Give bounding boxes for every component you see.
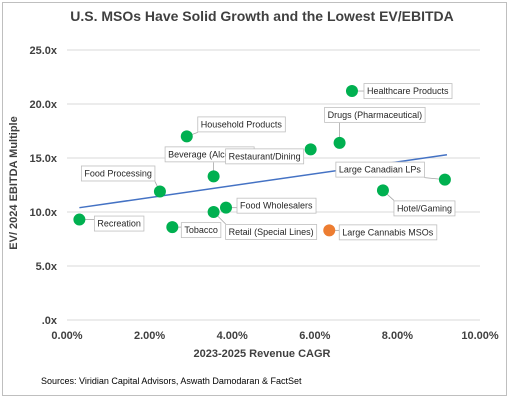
x-tick-label: 6.00% — [299, 330, 330, 342]
y-tick-label: 15.0x — [29, 153, 57, 165]
point-label: Healthcare Products — [367, 86, 449, 96]
y-axis-title: EV/ 2024 EBITDA Multiple — [8, 116, 20, 249]
source-note: Sources: Viridian Capital Advisors, Aswa… — [41, 376, 302, 386]
label-box — [393, 200, 456, 217]
label-box — [324, 106, 426, 123]
point-food-processing — [153, 185, 166, 198]
label-box — [338, 224, 438, 241]
point-large-cannabis-msos — [323, 224, 336, 237]
label-restaurant-dining: Restaurant/Dining — [225, 148, 305, 165]
label-tobacco: Tobacco — [180, 222, 222, 239]
label-recreation: Recreation — [93, 215, 145, 232]
gridlines — [67, 49, 480, 321]
point-label: Hotel/Gaming — [397, 203, 452, 213]
x-tick-label: 8.00% — [382, 330, 413, 342]
label-box — [93, 215, 145, 232]
point-label: Recreation — [97, 219, 141, 229]
y-tick-label: 20.0x — [29, 99, 57, 111]
label-box — [236, 197, 317, 214]
point-label: Tobacco — [184, 225, 218, 235]
label-household-products: Household Products — [197, 116, 286, 133]
label-food-processing: Food Processing — [80, 165, 156, 182]
point-tobacco — [166, 221, 179, 234]
point-restaurant-dining — [304, 143, 317, 156]
data-points — [73, 85, 451, 237]
label-large-canadian-lps: Large Canadian LPs — [335, 161, 425, 178]
point-recreation — [73, 213, 86, 226]
label-drugs-pharmaceutical: Drugs (Pharmaceutical) — [324, 106, 426, 123]
label-box — [335, 161, 425, 178]
x-tick-label: 4.00% — [217, 330, 248, 342]
point-label: Restaurant/Dining — [229, 151, 301, 161]
point-label: Large Cannabis MSOs — [342, 227, 434, 237]
label-box — [363, 83, 453, 99]
x-axis-title: 2023-2025 Revenue CAGR — [194, 348, 331, 360]
data-labels: Recreation Food Processing Tobacco Househol… — [80, 83, 456, 241]
label-retail-special-lines: Retail (Special Lines) — [225, 224, 318, 240]
x-tick-label: 10.00% — [461, 330, 499, 342]
x-tick-label: 0.00% — [51, 330, 82, 342]
label-box — [197, 116, 286, 133]
point-hotel-gaming — [376, 184, 389, 197]
label-box — [225, 148, 305, 165]
x-axis-ticks: 0.00% 2.00% 4.00% 6.00% 8.00% 10.00% — [51, 330, 498, 342]
label-hotel-gaming: Hotel/Gaming — [393, 200, 456, 217]
label-healthcare-products: Healthcare Products — [363, 83, 453, 99]
point-retail-special-lines — [207, 206, 220, 218]
point-label: Beverage (Alcoholic) — [168, 149, 251, 159]
point-healthcare-products — [345, 85, 358, 98]
label-box — [225, 224, 318, 240]
point-label: Retail (Special Lines) — [229, 227, 314, 237]
point-food-wholesalers — [220, 201, 233, 214]
point-drugs-pharmaceutical — [333, 136, 346, 149]
label-food-wholesalers: Food Wholesalers — [236, 197, 317, 214]
point-beverage-alcoholic — [207, 170, 220, 183]
y-tick-label: 5.0x — [36, 261, 58, 273]
label-box — [80, 165, 156, 182]
point-household-products — [180, 130, 193, 143]
point-label: Food Processing — [84, 168, 152, 178]
x-tick-label: 2.00% — [134, 330, 165, 342]
chart-title: U.S. MSOs Have Solid Growth and the Lowe… — [70, 8, 454, 24]
y-axis-ticks: .0x 5.0x 10.0x 15.0x 20.0x 25.0x — [29, 45, 57, 327]
y-tick-label: 25.0x — [29, 45, 57, 57]
label-large-cannabis-msos: Large Cannabis MSOs — [338, 224, 438, 241]
point-label: Food Wholesalers — [240, 201, 313, 211]
point-label: Large Canadian LPs — [339, 165, 422, 175]
y-tick-label: .0x — [42, 315, 58, 327]
point-label: Household Products — [201, 119, 283, 129]
label-box — [180, 222, 222, 239]
point-large-canadian-lps — [438, 173, 451, 186]
y-tick-label: 10.0x — [29, 207, 57, 219]
point-label: Drugs (Pharmaceutical) — [328, 110, 423, 120]
